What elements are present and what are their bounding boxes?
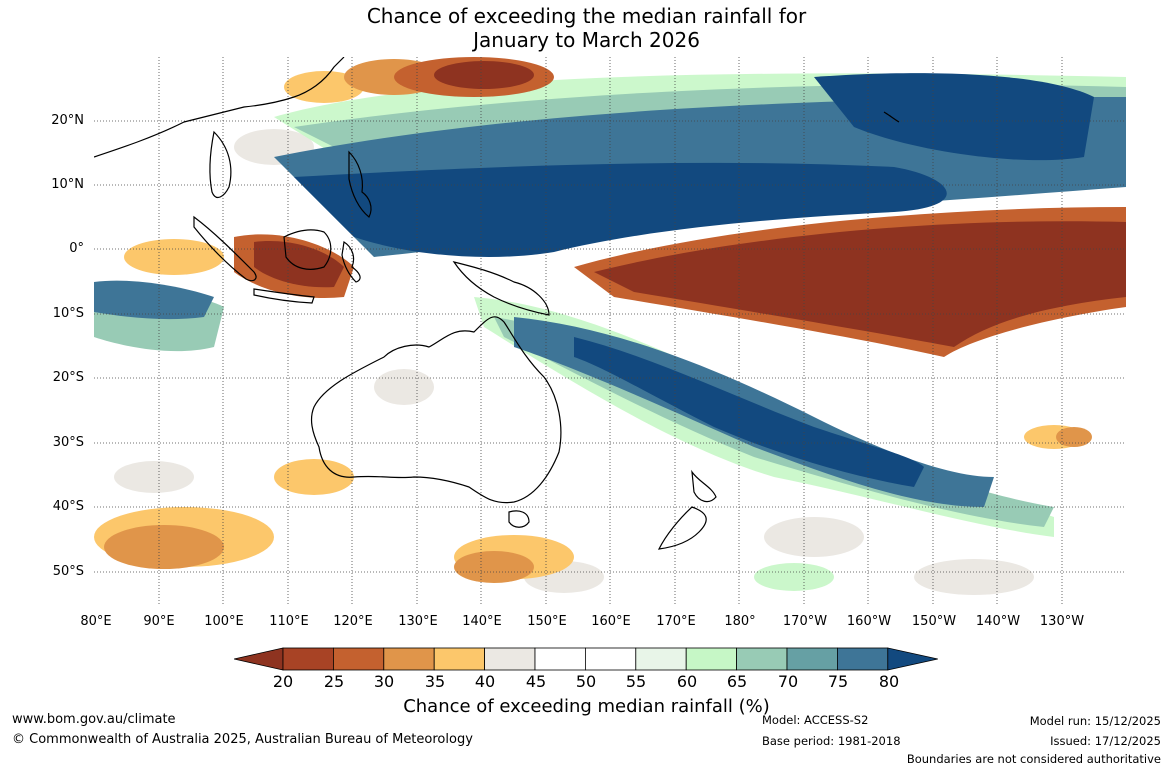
colorbar-tick-label: 75	[827, 672, 849, 691]
hawaii-coastline	[883, 111, 900, 123]
lon-label: 110°E	[269, 614, 309, 629]
colorbar-tick-label: 40	[474, 672, 496, 691]
colorbar-title: Chance of exceeding median rainfall (%)	[403, 696, 770, 717]
lat-label: 0°	[69, 241, 84, 256]
new-guinea-coastline	[452, 261, 550, 316]
lon-label: 140°W	[975, 614, 1021, 629]
colorbar-tick-label: 80	[878, 672, 900, 691]
australia-coastline	[310, 316, 562, 504]
colorbar-extend-high	[887, 647, 938, 671]
issued-date: Issued: 17/12/2025	[1050, 734, 1161, 748]
lat-lon-gridlines	[94, 57, 1126, 605]
sulawesi-coastline	[341, 241, 361, 283]
website-link[interactable]: www.bom.gov.au/climate	[12, 712, 176, 727]
colorbar-tick-label: 65	[726, 672, 748, 691]
rainfall-probability-map	[94, 57, 1126, 605]
lon-label: 150°E	[527, 614, 567, 629]
colorbar-cell	[635, 647, 687, 671]
colorbar-cell	[484, 647, 536, 671]
coastlines	[94, 57, 900, 550]
sumatra-coastline	[193, 215, 257, 282]
new-zealand-south-coastline	[657, 506, 707, 550]
lat-label: 30°S	[52, 435, 84, 450]
colorbar-tick-label: 70	[777, 672, 799, 691]
lon-label: 140°E	[462, 614, 502, 629]
philippines-coastline	[348, 150, 372, 218]
colorbar-cell	[383, 647, 435, 671]
colorbar-cell	[433, 647, 485, 671]
colorbar-extend-low	[234, 647, 284, 671]
colorbar-cell	[333, 647, 385, 671]
lon-label: 80°E	[80, 614, 112, 629]
lon-label: 130°E	[398, 614, 438, 629]
tasmania-coastline	[508, 510, 530, 528]
java-coastline	[253, 288, 315, 304]
disclaimer: Boundaries are not considered authoritat…	[906, 752, 1161, 766]
lon-label: 130°W	[1039, 614, 1085, 629]
copyright-text: © Commonwealth of Australia 2025, Austra…	[12, 732, 473, 747]
lon-label: 150°W	[911, 614, 957, 629]
colorbar-cell	[584, 647, 637, 671]
model-run-date: Model run: 15/12/2025	[1029, 714, 1161, 728]
colorbar-tick-label: 60	[676, 672, 698, 691]
wetter-core-region	[294, 73, 1094, 487]
base-period: Base period: 1981-2018	[762, 734, 901, 748]
borneo-coastline	[283, 229, 332, 270]
colorbar-cell	[282, 647, 334, 671]
lon-label: 90°E	[143, 614, 175, 629]
colorbar-tick-label: 20	[272, 672, 294, 691]
lon-label: 170°W	[782, 614, 828, 629]
colorbar-tick-label: 30	[373, 672, 395, 691]
colorbar-cell	[786, 647, 838, 671]
new-zealand-north-coastline	[691, 469, 717, 503]
indochina-coastline	[209, 130, 232, 199]
lon-label: 170°E	[656, 614, 696, 629]
lon-label: 120°E	[333, 614, 373, 629]
lon-label: 160°E	[591, 614, 631, 629]
drier-core-region	[254, 61, 1126, 347]
lat-label: 20°S	[52, 370, 84, 385]
colorbar-tick-label: 35	[424, 672, 446, 691]
model-name: Model: ACCESS-S2	[762, 713, 869, 727]
lat-label: 20°N	[51, 113, 84, 128]
colorbar-cell	[685, 647, 738, 671]
colorbar-cell	[837, 647, 889, 671]
lat-label: 40°S	[52, 499, 84, 514]
colorbar-tick-label: 45	[525, 672, 547, 691]
colorbar-tick-label: 55	[625, 672, 647, 691]
lon-label: 160°W	[846, 614, 892, 629]
map-title-line1: Chance of exceeding the median rainfall …	[366, 4, 807, 28]
lon-label: 180°	[724, 614, 756, 629]
colorbar	[234, 647, 938, 671]
colorbar-tick-label: 50	[575, 672, 597, 691]
colorbar-cell	[534, 647, 586, 671]
colorbar-cell	[736, 647, 788, 671]
lat-label: 10°S	[52, 306, 84, 321]
map-title-line2: January to March 2026	[473, 28, 700, 52]
lon-label: 100°E	[204, 614, 244, 629]
asia-coastline	[94, 57, 345, 158]
colorbar-tick-label: 25	[323, 672, 345, 691]
lat-label: 50°S	[52, 564, 84, 579]
lat-label: 10°N	[51, 177, 84, 192]
